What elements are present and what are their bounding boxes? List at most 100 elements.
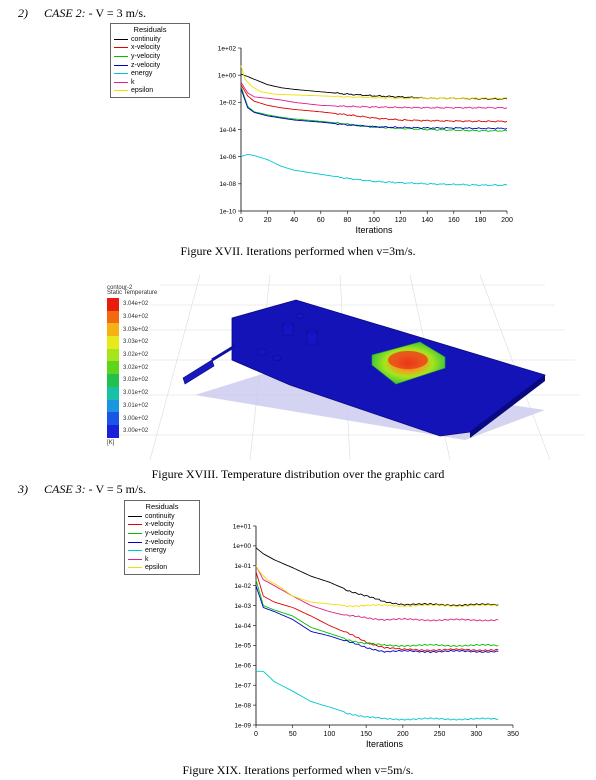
contour-unit: [K]	[107, 439, 115, 446]
legend-entry-epsilon: epsilon	[128, 564, 196, 573]
legend-label: k	[131, 78, 135, 86]
x-tick-label: 180	[475, 217, 487, 224]
legend-entry-k: k	[128, 555, 196, 564]
y-tick-label: 1e-09	[234, 722, 251, 729]
contour-swatch	[107, 399, 119, 413]
y-tick-label: 1e-05	[234, 643, 251, 650]
legend-entry-x-velocity: x-velocity	[114, 44, 186, 53]
contour-swatch	[107, 361, 119, 375]
x-tick-label: 140	[421, 217, 433, 224]
legend-swatch	[128, 567, 142, 569]
series-line-z-velocity	[255, 585, 499, 654]
contour-level: 3.00e+02	[107, 412, 157, 425]
legend-swatch	[114, 38, 128, 40]
contour-swatch	[107, 374, 119, 387]
x-tick-label: 200	[501, 217, 513, 224]
legend-label: y-velocity	[145, 529, 175, 537]
contour-swatch	[107, 412, 119, 425]
y-tick-label: 1e-06	[219, 154, 236, 161]
y-tick-label: 1e+02	[218, 45, 237, 52]
residuals-legend-2: Residuals continuity x-velocity y-velocity…	[124, 500, 200, 576]
contour-level: 3.04e+02	[107, 310, 157, 324]
legend-swatch	[128, 524, 142, 526]
contour-variable: Static Temperature	[107, 290, 158, 296]
legend-label: energy	[131, 70, 153, 78]
series-line-energy	[256, 670, 499, 721]
residuals-legend-1: Residuals continuity x-velocity y-velocity…	[110, 23, 190, 99]
contour-level-label: 3.00e+02	[123, 428, 149, 435]
y-tick-label: 1e-04	[219, 127, 236, 134]
legend-swatch	[128, 515, 142, 517]
legend-swatch	[114, 81, 128, 83]
series-line-x-velocity	[240, 84, 508, 123]
series-line-epsilon	[240, 65, 508, 100]
case-3-label: CASE 3:	[44, 482, 86, 496]
x-axis-label: Iterations	[355, 225, 393, 235]
contour-level-label: 3.02e+02	[123, 377, 149, 384]
x-tick-label: 60	[317, 217, 325, 224]
series-line-z-velocity	[240, 88, 508, 130]
y-tick-label: 1e-03	[234, 603, 251, 610]
legend-swatch	[114, 47, 128, 49]
case-2-label: CASE 2:	[44, 6, 86, 20]
legend-entry-y-velocity: y-velocity	[114, 52, 186, 61]
legend-label: continuity	[131, 35, 161, 43]
legend-entry-k: k	[114, 78, 186, 87]
legend-swatch	[114, 64, 128, 66]
x-tick-label: 160	[448, 217, 460, 224]
legend-label: continuity	[145, 512, 175, 520]
case-2-heading: 2) CASE 2: - V = 3 m/s.	[18, 6, 146, 21]
x-tick-label: 350	[507, 731, 519, 738]
legend-label: x-velocity	[145, 521, 175, 529]
case-2-text: - V = 3 m/s.	[85, 6, 147, 20]
contour-level: 3.02e+02	[107, 374, 157, 387]
series-line-y-velocity	[240, 86, 508, 132]
legend-label: epsilon	[145, 564, 168, 572]
y-tick-label: 1e-02	[234, 583, 251, 590]
y-tick-label: 1e-08	[219, 181, 236, 188]
legend-entry-energy: energy	[128, 546, 196, 555]
x-tick-label: 40	[290, 217, 298, 224]
x-tick-label: 100	[368, 217, 380, 224]
contour-level: 3.02e+02	[107, 361, 157, 375]
series-line-epsilon	[255, 565, 499, 608]
contour-level-label: 3.04e+02	[123, 314, 149, 321]
contour-level: 3.03e+02	[107, 323, 157, 337]
temperature-legend: contour-2 Static Temperature 3.04e+02 3.0…	[107, 285, 157, 446]
contour-level: 3.01e+02	[107, 386, 157, 400]
legend-entry-z-velocity: z-velocity	[114, 61, 186, 70]
x-tick-label: 20	[264, 217, 272, 224]
x-tick-label: 100	[324, 731, 336, 738]
legend-swatch	[128, 550, 142, 552]
legend-entry-y-velocity: y-velocity	[128, 529, 196, 538]
legend-swatch	[114, 90, 128, 92]
y-tick-label: 1e-07	[234, 683, 251, 690]
contour-level-label: 3.03e+02	[123, 326, 149, 333]
contour-swatch	[107, 323, 119, 337]
legend-label: k	[145, 555, 149, 563]
contour-level-label: 3.02e+02	[123, 352, 149, 359]
contour-swatch	[107, 348, 119, 362]
series-line-continuity	[255, 547, 499, 607]
contour-level-label: 3.00e+02	[123, 415, 149, 422]
legend-label: z-velocity	[145, 538, 175, 546]
contour-swatch	[107, 298, 119, 311]
x-tick-label: 0	[239, 217, 243, 224]
legend-entry-continuity: continuity	[128, 512, 196, 521]
series-line-k	[255, 565, 499, 622]
contour-level: 3.01e+02	[107, 399, 157, 413]
legend-entry-x-velocity: x-velocity	[128, 521, 196, 530]
legend-swatch	[114, 73, 128, 75]
contour-level: 3.04e+02	[107, 298, 157, 311]
contour-level-label: 3.03e+02	[123, 339, 149, 346]
contour-color-bar: 3.04e+02 3.04e+02 3.03e+02 3.03e+02 3.02e+02…	[107, 298, 157, 438]
y-tick-label: 1e-04	[234, 623, 251, 630]
legend-entry-continuity: continuity	[114, 35, 186, 44]
y-tick-label: 1e+00	[218, 72, 237, 79]
x-tick-label: 120	[395, 217, 407, 224]
y-tick-label: 1e-06	[234, 663, 251, 670]
contour-level: 3.03e+02	[107, 336, 157, 349]
x-tick-label: 200	[397, 731, 409, 738]
